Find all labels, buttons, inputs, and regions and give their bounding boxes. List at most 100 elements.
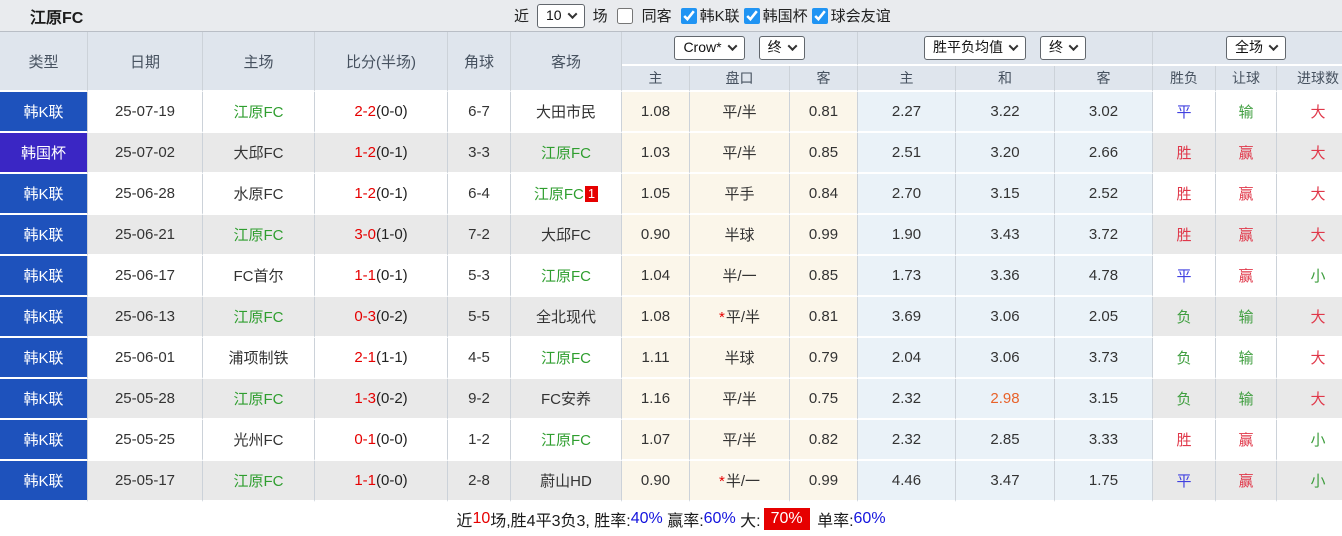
chevron-down-icon — [1268, 41, 1279, 52]
subcol-avg-home: 主 — [858, 66, 957, 92]
cell-home-team: 光州FC — [203, 420, 315, 461]
cell-avg-home-odds: 2.32 — [858, 420, 957, 461]
cell-result: 平 — [1153, 256, 1217, 297]
cell-away-team: 江原FC — [511, 133, 622, 174]
cell-corners: 4-5 — [448, 338, 511, 379]
avg-time-select[interactable]: 终 — [1040, 36, 1087, 60]
cell-handicap-away-odds: 0.79 — [790, 338, 859, 379]
col-header-home: 主场 — [203, 32, 315, 92]
cell-home-team: 大邱FC — [203, 133, 315, 174]
cell-handicap-home-odds: 1.08 — [622, 92, 690, 133]
league-cup-label: 韩国杯 — [762, 8, 808, 25]
col-header-away: 客场 — [511, 32, 622, 92]
same-away-checkbox[interactable] — [616, 7, 633, 24]
cell-avg-draw-odds: 3.06 — [956, 338, 1056, 379]
chevron-down-icon — [1068, 41, 1079, 52]
handicap-company-select[interactable]: Crow* — [674, 36, 745, 60]
cell-avg-away-odds: 4.78 — [1055, 256, 1154, 297]
table-row: 韩K联 25-06-13 江原FC 0-3(0-2) 5-5 全北现代 1.08 *平/半 0.… — [0, 297, 1342, 338]
cell-home-team: 水原FC — [203, 174, 315, 215]
cell-away-team: 大邱FC — [511, 215, 622, 256]
cell-result: 平 — [1153, 461, 1217, 502]
cell-date: 25-06-21 — [88, 215, 203, 256]
cell-date: 25-07-19 — [88, 92, 203, 133]
cell-away-team: 江原FC 1 — [511, 174, 622, 215]
cell-result: 胜 — [1153, 174, 1217, 215]
cell-corners: 5-3 — [448, 256, 511, 297]
avg-type-select[interactable]: 胜平负均值 — [924, 36, 1027, 60]
cell-match-type: 韩K联 — [0, 174, 88, 215]
cell-handicap-result: 赢 — [1216, 215, 1278, 256]
cell-score: 2-2(0-0) — [315, 92, 448, 133]
cell-home-team: FC首尔 — [203, 256, 315, 297]
table-row: 韩K联 25-06-21 江原FC 3-0(1-0) 7-2 大邱FC 0.90 半球 0.99… — [0, 215, 1342, 256]
cell-handicap-away-odds: 0.82 — [790, 420, 859, 461]
cell-goals-result: 大 — [1277, 92, 1342, 133]
near-count-select[interactable]: 10 — [537, 3, 585, 28]
cell-handicap-result: 赢 — [1216, 420, 1278, 461]
footer-stat-segment: 单率: — [812, 513, 854, 530]
cell-handicap-line: 平手 — [690, 174, 790, 215]
cell-away-team: 大田市民 — [511, 92, 622, 133]
subcol-handicap-result: 让球 — [1216, 66, 1278, 92]
cell-goals-result: 大 — [1277, 174, 1342, 215]
cell-handicap-line: 半球 — [690, 338, 790, 379]
avg-header-group: 胜平负均值 终 — [858, 32, 1154, 66]
league-friendly-checkbox[interactable] — [811, 7, 828, 24]
cell-handicap-line: 平/半 — [690, 420, 790, 461]
cell-match-type: 韩K联 — [0, 461, 88, 502]
footer-stat-segment: 场,胜4平3负3, 胜率: — [490, 513, 631, 530]
cell-result: 胜 — [1153, 133, 1217, 174]
cell-handicap-result: 赢 — [1216, 461, 1278, 502]
cell-date: 25-06-17 — [88, 256, 203, 297]
cell-avg-away-odds: 2.52 — [1055, 174, 1154, 215]
subcol-avg-away: 客 — [1055, 66, 1154, 92]
table-row: 韩国杯 25-07-02 大邱FC 1-2(0-1) 3-3 江原FC 1.03 平/半 0.8… — [0, 133, 1342, 174]
cell-avg-home-odds: 2.51 — [858, 133, 957, 174]
league-k-label: 韩K联 — [699, 8, 740, 25]
cell-avg-draw-odds: 3.36 — [956, 256, 1056, 297]
cell-score: 0-1(0-0) — [315, 420, 448, 461]
footer-stat-segment: 40% — [630, 510, 663, 527]
cell-score: 3-0(1-0) — [315, 215, 448, 256]
scope-select[interactable]: 全场 — [1226, 36, 1287, 60]
cell-handicap-result: 赢 — [1216, 174, 1278, 215]
cell-avg-home-odds: 1.73 — [858, 256, 957, 297]
cell-date: 25-05-25 — [88, 420, 203, 461]
scope-value: 全场 — [1235, 39, 1264, 55]
cell-avg-draw-odds: 3.06 — [956, 297, 1056, 338]
title-bar: 江原FC 近 10 场 同客 韩K联 韩国杯 球会友谊 — [0, 0, 1342, 32]
cell-handicap-home-odds: 1.03 — [622, 133, 690, 174]
cell-home-team: 江原FC — [203, 92, 315, 133]
cell-date: 25-06-01 — [88, 338, 203, 379]
cell-date: 25-05-17 — [88, 461, 203, 502]
footer-stat-segment: 70% — [763, 508, 810, 530]
cell-handicap-line: 半/一 — [690, 256, 790, 297]
cell-corners: 7-2 — [448, 215, 511, 256]
cell-avg-draw-odds: 2.98 — [956, 379, 1056, 420]
col-header-score: 比分(半场) — [315, 32, 448, 92]
cell-away-team: FC安养 — [511, 379, 622, 420]
same-away-label: 同客 — [641, 8, 672, 25]
cell-away-team: 江原FC — [511, 420, 622, 461]
cell-handicap-home-odds: 1.11 — [622, 338, 690, 379]
summary-footer: 近 10 场,胜4平3负3, 胜率: 40% 赢率: 60% 大: 70% 单率: 60% — [0, 502, 1342, 536]
cell-result: 平 — [1153, 92, 1217, 133]
cell-goals-result: 大 — [1277, 379, 1342, 420]
league-cup-checkbox[interactable] — [743, 7, 760, 24]
handicap-time-select[interactable]: 终 — [758, 36, 805, 60]
cell-match-type: 韩K联 — [0, 215, 88, 256]
table-row: 韩K联 25-07-19 江原FC 2-2(0-0) 6-7 大田市民 1.08 平/半 0.8… — [0, 92, 1342, 133]
subcol-handicap-home: 主 — [622, 66, 690, 92]
cell-home-team: 浦项制铁 — [203, 338, 315, 379]
league-k-checkbox[interactable] — [680, 7, 697, 24]
cell-avg-draw-odds: 3.47 — [956, 461, 1056, 502]
handicap-time-value: 终 — [767, 39, 782, 55]
cell-handicap-line: 半球 — [690, 215, 790, 256]
cell-score: 1-2(0-1) — [315, 174, 448, 215]
cell-avg-away-odds: 3.02 — [1055, 92, 1154, 133]
near-count-value: 10 — [546, 6, 562, 23]
cell-result: 负 — [1153, 297, 1217, 338]
cell-avg-home-odds: 2.70 — [858, 174, 957, 215]
chevron-down-icon — [567, 8, 578, 19]
